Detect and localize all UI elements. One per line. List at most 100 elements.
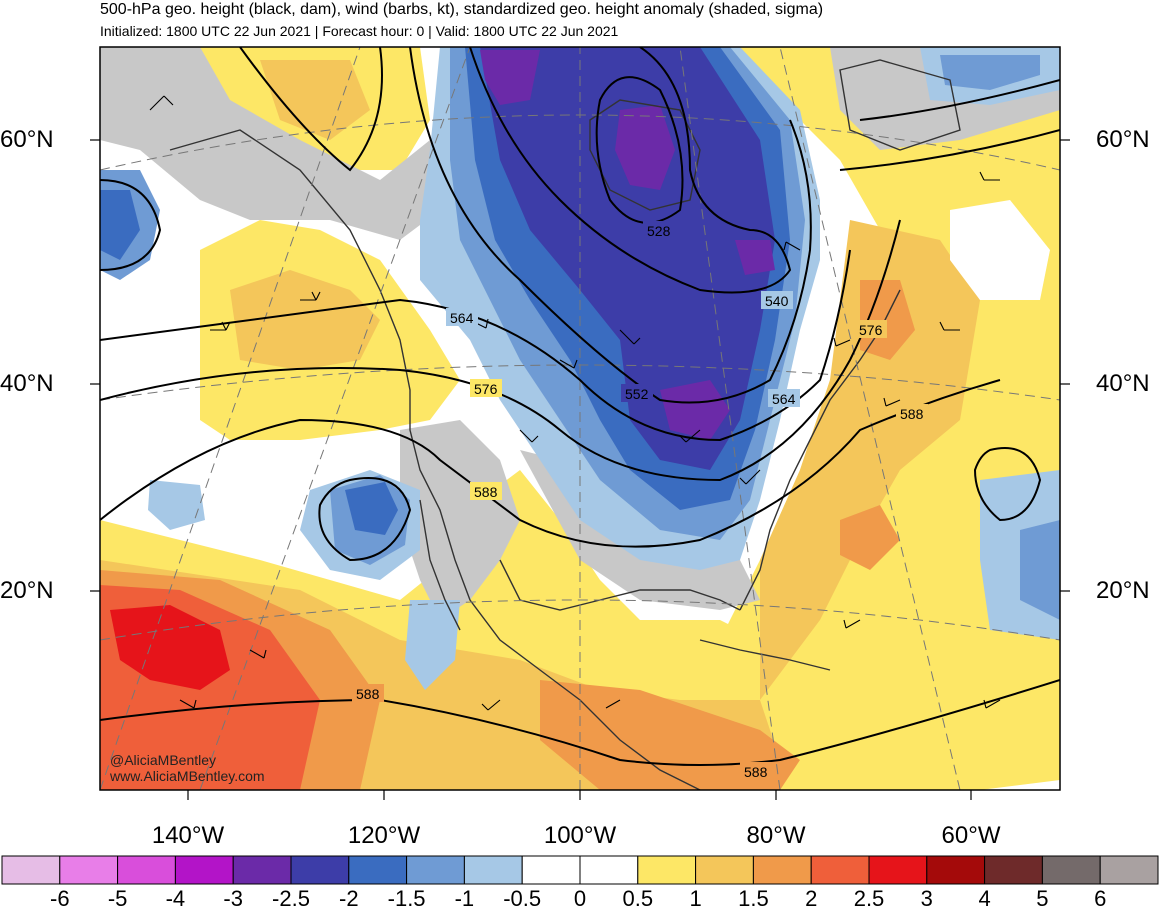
colorbar-label: 2.5 (853, 886, 885, 911)
contour-west-pacific-low (100, 179, 162, 271)
anomaly-red-core (110, 605, 230, 690)
wind-barb (249, 649, 267, 659)
lon-label-80w: 80°W (746, 822, 806, 849)
coast-greenland (839, 59, 961, 151)
map-subtitle: Initialized: 1800 UTC 22 Jun 2021 | Fore… (100, 23, 619, 39)
anomaly-orange-atlantic (760, 220, 980, 700)
contour-label: 564 (450, 310, 474, 326)
contour-label: 576 (474, 381, 498, 397)
colorbar-label: 1 (689, 886, 702, 911)
wind-barb (210, 321, 231, 331)
contour-label: 528 (647, 223, 671, 239)
anomaly-blue-east-atlantic (1020, 520, 1060, 620)
contour-label: 576 (859, 322, 883, 338)
lon-label-120w: 120°W (347, 822, 421, 849)
coast-gulf (499, 559, 741, 611)
anomaly-core-north (480, 50, 540, 105)
anomaly-orange-central-america (540, 680, 800, 790)
wind-barb (619, 329, 641, 345)
anomaly-lightblue-gulf-ca (405, 600, 460, 690)
contour-540 (469, 47, 792, 294)
colorbar-swatch (1099, 855, 1159, 885)
height-contours (100, 47, 1060, 766)
wind-barb (979, 171, 1000, 181)
graticule-lat-20 (100, 599, 1060, 641)
contour-588-cutoff (318, 477, 412, 562)
colorbar-swatch (637, 855, 697, 885)
lat-label-60n-left: 60°N (0, 126, 54, 153)
colorbar-label: 0.5 (622, 886, 654, 911)
coast-east-us (739, 289, 901, 611)
colorbar-swatch (463, 855, 523, 885)
colorbar-swatch (59, 855, 119, 885)
coast-west-north-america (169, 129, 701, 790)
colorbar-label: 2 (805, 886, 818, 911)
contour-576 (100, 219, 901, 482)
wind-barb (883, 397, 901, 407)
colorbar-swatch (1, 855, 61, 885)
coast-caribbean (699, 639, 831, 671)
contour-label: 588 (474, 484, 498, 500)
anomaly-lightblue-small (148, 480, 205, 530)
graticule-lon-80w (679, 47, 781, 790)
contour-labels: 528 540 552 564 564 576 576 588 588 588 … (352, 221, 928, 780)
wind-barb (843, 619, 861, 629)
graticule-lon-140w (100, 47, 361, 790)
anomaly-strong-west-pacific (100, 190, 140, 260)
contour-label: 588 (356, 686, 380, 702)
colorbar-swatch (984, 855, 1043, 885)
positive-anomaly-shading (100, 47, 1060, 790)
anomaly-core-ohio (660, 380, 730, 440)
lon-label-100w: 100°W (543, 822, 617, 849)
wind-barb (983, 699, 1001, 709)
colorbar-label: -1 (454, 886, 475, 911)
anomaly-core-labrador (735, 240, 775, 275)
anomaly-blue-greenland (940, 55, 1040, 90)
anomaly-white-atlantic (950, 200, 1050, 300)
lat-label-40n-right: 40°N (1096, 370, 1150, 397)
wind-barb (179, 699, 197, 709)
coast-baja (419, 499, 461, 631)
contour-north-greenland (859, 79, 1060, 121)
credit-handle: @AliciaMBentley (110, 752, 217, 768)
wind-barb (783, 241, 801, 251)
colorbar-label: -5 (107, 886, 128, 911)
colorbar-swatch (1041, 855, 1101, 885)
anomaly-deep-trough (480, 47, 775, 470)
map-title: 500-hPa geo. height (black, dam), wind (… (100, 1, 824, 18)
colorbar-swatch (117, 855, 176, 885)
colorbar-label: 6 (1094, 886, 1107, 911)
wind-barb (939, 321, 960, 331)
contour-north-greenland-2 (839, 129, 1060, 171)
lat-label-60n-right: 60°N (1096, 126, 1150, 153)
lon-label-60w: 60°W (941, 822, 1001, 849)
colorbar-swatch (579, 855, 639, 885)
colorbar-label: -1.5 (387, 886, 426, 911)
gray-northwest (100, 47, 440, 240)
wind-barb (833, 337, 851, 347)
anomaly-darkorange-atlantic (840, 505, 900, 570)
contour-588-east-atlantic (973, 447, 1042, 522)
colorbar-label: -0.5 (503, 886, 542, 911)
colorbar-swatch (695, 855, 754, 885)
colorbar-label: -3 (223, 886, 243, 911)
colorbar-swatch (521, 855, 581, 885)
coast-hudson-bay (589, 99, 701, 211)
contour-label: 540 (765, 293, 789, 309)
anomaly-orange-alaska (260, 60, 370, 140)
contour-552 (409, 47, 812, 404)
lat-label-40n-left: 40°N (0, 370, 54, 397)
lat-label-20n-right: 20°N (1096, 577, 1150, 604)
colorbar-swatch (810, 855, 870, 885)
colorbar-label: 3 (920, 886, 933, 911)
anomaly-strong-cutoff (345, 482, 398, 535)
lon-label-140w: 140°W (151, 822, 225, 849)
wind-barb (300, 291, 321, 301)
contour-label: 588 (744, 764, 768, 780)
wind-barb (605, 699, 621, 709)
colorbar-swatch (174, 855, 234, 885)
wind-barb (481, 699, 501, 711)
contour-label: 588 (900, 406, 924, 422)
colorbar (1, 855, 1159, 885)
